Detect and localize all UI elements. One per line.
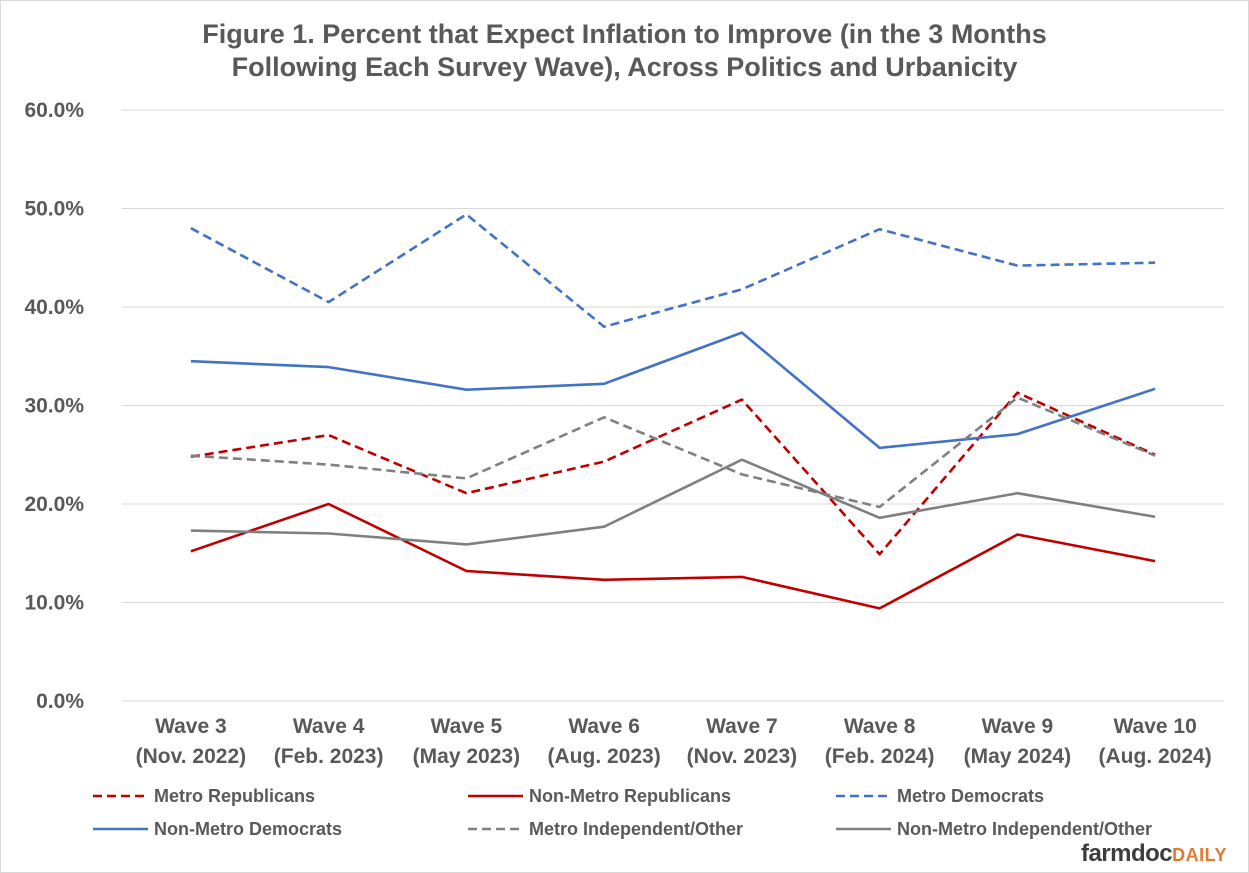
x-tick-label: Wave 8 bbox=[844, 715, 916, 738]
series-line-3 bbox=[190, 213, 1156, 329]
legend-label: Non-Metro Republicans bbox=[529, 786, 731, 806]
series-line-2 bbox=[190, 502, 1156, 610]
legend-label: Metro Republicans bbox=[154, 786, 315, 806]
legend-label: Metro Democrats bbox=[897, 786, 1044, 806]
x-tick-label: Wave 7 bbox=[706, 715, 778, 738]
x-tick-label: Wave 10 bbox=[1113, 715, 1196, 738]
logo-text-farmdoc: farmdoc bbox=[1080, 840, 1173, 867]
x-tick-label: (Feb. 2024) bbox=[825, 745, 935, 768]
x-tick-label: (May 2023) bbox=[413, 745, 520, 768]
y-tick-label: 50.0% bbox=[24, 198, 84, 221]
chart-title-line-1: Figure 1. Percent that Expect Inflation … bbox=[202, 19, 1047, 49]
x-tick-label: Wave 9 bbox=[982, 715, 1054, 738]
y-tick-label: 20.0% bbox=[24, 493, 84, 516]
x-tick-label: (Nov. 2023) bbox=[687, 745, 798, 768]
chart-title: Figure 1. Percent that Expect Inflation … bbox=[0, 18, 1249, 84]
x-tick-label: Wave 6 bbox=[568, 715, 640, 738]
legend-label: Non-Metro Independent/Other bbox=[897, 819, 1152, 839]
x-tick-label: (Nov. 2022) bbox=[136, 745, 247, 768]
legend-label: Metro Independent/Other bbox=[529, 819, 743, 839]
x-tick-label: Wave 5 bbox=[431, 715, 503, 738]
y-tick-label: 60.0% bbox=[24, 99, 84, 122]
y-tick-label: 10.0% bbox=[24, 592, 84, 615]
series-line-5 bbox=[190, 396, 1156, 509]
x-tick-label: (Aug. 2023) bbox=[548, 745, 661, 768]
legend-label: Non-Metro Democrats bbox=[154, 819, 342, 839]
x-tick-label: (Feb. 2023) bbox=[274, 745, 384, 768]
chart-title-line-2: Following Each Survey Wave), Across Poli… bbox=[231, 52, 1018, 82]
y-tick-label: 0.0% bbox=[36, 690, 84, 713]
y-tick-label: 40.0% bbox=[24, 296, 84, 319]
series-line-4 bbox=[190, 331, 1156, 450]
y-tick-label: 30.0% bbox=[24, 395, 84, 418]
series-line-6 bbox=[190, 458, 1156, 546]
x-tick-label: (Aug. 2024) bbox=[1099, 745, 1212, 768]
x-tick-label: Wave 3 bbox=[155, 715, 227, 738]
x-tick-label: Wave 4 bbox=[293, 715, 365, 738]
series-line-1 bbox=[190, 391, 1156, 556]
logo-text-daily: DAILY bbox=[1172, 845, 1227, 865]
x-tick-label: (May 2024) bbox=[964, 745, 1071, 768]
farmdoc-daily-logo: farmdocDAILY bbox=[1081, 840, 1227, 868]
